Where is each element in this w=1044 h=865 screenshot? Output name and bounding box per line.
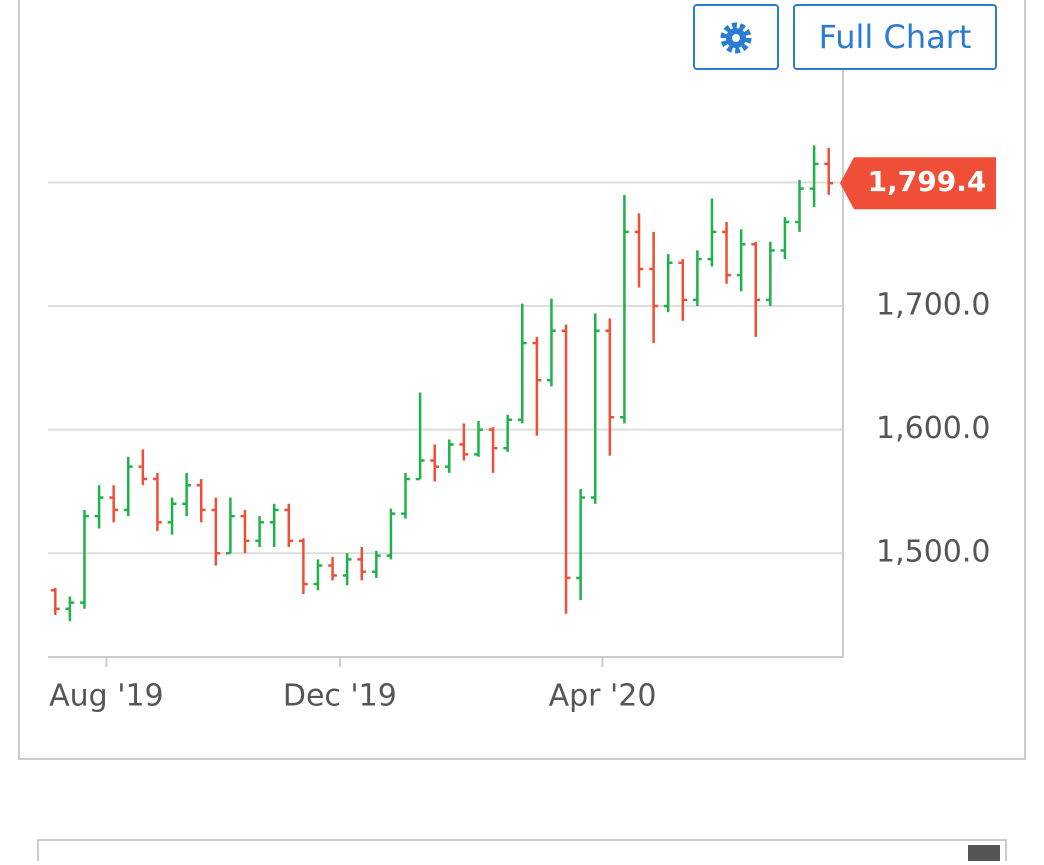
ohlc-bar xyxy=(795,179,804,232)
ohlc-bar xyxy=(109,485,119,523)
ohlc-bar xyxy=(371,550,381,578)
close-icon[interactable] xyxy=(968,845,1000,865)
ohlc-bar xyxy=(590,313,600,504)
ohlc-bar xyxy=(138,449,148,486)
ohlc-bar xyxy=(532,336,542,436)
ohlc-bar xyxy=(751,241,761,337)
ohlc-bar xyxy=(255,516,264,548)
ohlc-bar xyxy=(328,556,337,581)
ohlc-bar xyxy=(809,145,819,208)
ohlc-bar xyxy=(94,485,104,529)
ohlc-bar xyxy=(678,259,688,321)
ohlc-bar xyxy=(765,241,775,307)
ohlc-bar xyxy=(576,488,586,601)
ohlc-bar xyxy=(357,547,367,581)
x-tick-label: Dec '19 xyxy=(283,679,397,714)
ohlc-bar xyxy=(663,254,673,313)
ohlc-bar xyxy=(780,217,790,260)
gear-hole xyxy=(732,34,740,42)
full-chart-button[interactable]: Full Chart xyxy=(793,4,997,70)
ohlc-bar xyxy=(211,497,221,566)
x-tick-label: Aug '19 xyxy=(49,679,164,714)
ohlc-bar xyxy=(65,596,75,622)
ohlc-bar xyxy=(503,414,513,452)
ohlc-bar xyxy=(182,472,192,517)
ohlc-bar xyxy=(824,147,834,195)
ohlc-bar xyxy=(736,229,746,292)
ohlc-bar xyxy=(342,553,352,586)
ohlc-bar xyxy=(707,198,717,267)
price-tag-shape xyxy=(840,157,996,210)
ohlc-bar xyxy=(722,222,731,284)
gear-teeth xyxy=(720,22,752,54)
button-frame xyxy=(793,4,997,70)
ohlc-bar xyxy=(196,479,206,523)
ohlc-bar xyxy=(547,298,556,387)
ohlc-bar xyxy=(459,423,469,461)
ohlc-bar xyxy=(488,427,498,473)
ohlc-bar xyxy=(284,503,294,548)
ohlc-bar xyxy=(226,497,235,555)
ohlc-bar xyxy=(620,194,629,424)
y-tick-label: 1,700.0 xyxy=(876,288,991,323)
button-label: Full Chart xyxy=(819,18,972,56)
price-tag-label: 1,799.4 xyxy=(868,165,987,198)
ohlc-bar xyxy=(123,456,133,517)
x-tick-label: Apr '20 xyxy=(549,679,657,714)
ohlc-bar xyxy=(298,538,308,594)
ohlc-bar xyxy=(153,472,162,531)
ohlc-bar xyxy=(240,509,250,554)
ohlc-bar xyxy=(634,213,644,288)
ohlc-bar xyxy=(313,559,323,591)
ohlc-bar xyxy=(167,497,177,535)
ohlc-bar xyxy=(386,508,396,560)
ohlc-bar xyxy=(517,303,527,424)
settings-button[interactable] xyxy=(693,4,779,70)
last-price-tag: 1,799.4 xyxy=(840,157,996,210)
ohlc-bar xyxy=(444,439,454,473)
ohlc-bar xyxy=(80,509,89,609)
ohlc-bar xyxy=(50,587,60,615)
ohlc-bar xyxy=(269,503,279,548)
ohlc-bar xyxy=(430,444,440,482)
ohlc-bar xyxy=(401,472,410,519)
ohlc-bar xyxy=(692,250,702,307)
grid xyxy=(48,181,843,555)
y-tick-label: 1,500.0 xyxy=(876,535,991,570)
ohlc-bar xyxy=(649,231,658,344)
ohlc-bar xyxy=(415,392,425,481)
next-panel xyxy=(37,839,1007,865)
ohlc-bar xyxy=(474,420,483,457)
y-tick-label: 1,600.0 xyxy=(876,411,991,446)
ohlc-bar xyxy=(561,324,571,614)
ohlc-bar xyxy=(605,318,615,456)
